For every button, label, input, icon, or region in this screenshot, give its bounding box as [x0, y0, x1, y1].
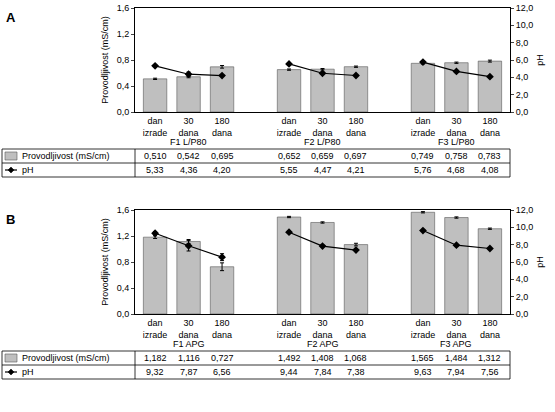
svg-text:2,0: 2,0 — [516, 90, 529, 100]
svg-text:pH: pH — [535, 54, 545, 66]
svg-text:0,4: 0,4 — [117, 81, 130, 91]
svg-text:30dana: 30dana — [312, 116, 332, 138]
svg-text:danizrade: danizrade — [143, 318, 168, 340]
svg-text:1,565: 1,565 — [411, 353, 434, 363]
svg-text:pH: pH — [22, 165, 34, 175]
svg-text:A: A — [6, 10, 16, 25]
svg-text:4,0: 4,0 — [516, 274, 529, 284]
svg-text:180dana: 180dana — [480, 318, 500, 340]
svg-text:4,08: 4,08 — [481, 165, 499, 175]
svg-text:danizrade: danizrade — [411, 116, 436, 138]
svg-text:0,0: 0,0 — [117, 309, 130, 319]
svg-text:6,0: 6,0 — [516, 55, 529, 65]
svg-text:7,38: 7,38 — [347, 367, 365, 377]
svg-text:0,8: 0,8 — [117, 55, 130, 65]
svg-text:30dana: 30dana — [179, 318, 199, 340]
svg-text:30dana: 30dana — [179, 116, 199, 138]
svg-text:danizrade: danizrade — [277, 318, 302, 340]
svg-text:5,55: 5,55 — [280, 165, 298, 175]
svg-text:0,510: 0,510 — [144, 151, 167, 161]
svg-text:danizrade: danizrade — [143, 116, 168, 138]
svg-text:Provodljivost (mS/cm): Provodljivost (mS/cm) — [100, 218, 110, 306]
svg-text:F2 L/P80: F2 L/P80 — [304, 137, 341, 147]
svg-text:1,408: 1,408 — [311, 353, 334, 363]
svg-text:1,484: 1,484 — [445, 353, 468, 363]
svg-text:0,695: 0,695 — [211, 151, 234, 161]
svg-text:30dana: 30dana — [446, 318, 466, 340]
svg-text:9,32: 9,32 — [146, 367, 164, 377]
svg-text:1,2: 1,2 — [117, 231, 130, 241]
svg-text:8,0: 8,0 — [516, 240, 529, 250]
svg-text:5,33: 5,33 — [146, 165, 164, 175]
svg-text:0,783: 0,783 — [478, 151, 501, 161]
svg-text:0,758: 0,758 — [445, 151, 468, 161]
svg-text:4,21: 4,21 — [347, 165, 365, 175]
svg-text:0,0: 0,0 — [117, 107, 130, 117]
svg-text:6,0: 6,0 — [516, 257, 529, 267]
svg-text:4,47: 4,47 — [314, 165, 332, 175]
svg-text:5,76: 5,76 — [414, 165, 432, 175]
svg-text:Provodljivost (mS/cm): Provodljivost (mS/cm) — [22, 353, 110, 363]
svg-text:0,542: 0,542 — [177, 151, 200, 161]
svg-text:8,0: 8,0 — [516, 38, 529, 48]
svg-text:pH: pH — [535, 256, 545, 268]
svg-text:2,0: 2,0 — [516, 292, 529, 302]
svg-text:10,0: 10,0 — [516, 20, 534, 30]
svg-text:9,63: 9,63 — [414, 367, 432, 377]
svg-text:F1 APG: F1 APG — [173, 339, 205, 349]
svg-text:1,312: 1,312 — [478, 353, 501, 363]
svg-text:danizrade: danizrade — [277, 116, 302, 138]
svg-text:12,0: 12,0 — [516, 205, 534, 215]
svg-text:4,0: 4,0 — [516, 72, 529, 82]
svg-text:0,659: 0,659 — [311, 151, 334, 161]
svg-text:0,727: 0,727 — [211, 353, 234, 363]
svg-text:1,068: 1,068 — [344, 353, 367, 363]
svg-text:1,182: 1,182 — [144, 353, 167, 363]
svg-text:F2 APG: F2 APG — [307, 339, 339, 349]
svg-text:0,652: 0,652 — [278, 151, 301, 161]
svg-text:0,8: 0,8 — [117, 257, 130, 267]
svg-text:0,697: 0,697 — [344, 151, 367, 161]
svg-text:180dana: 180dana — [212, 116, 232, 138]
svg-text:7,87: 7,87 — [180, 367, 198, 377]
svg-text:6,56: 6,56 — [213, 367, 231, 377]
svg-text:1,6: 1,6 — [117, 205, 130, 215]
svg-text:4,68: 4,68 — [447, 165, 465, 175]
svg-text:F1 L/P80: F1 L/P80 — [170, 137, 207, 147]
svg-text:Provodljivost (mS/cm): Provodljivost (mS/cm) — [22, 151, 110, 161]
svg-text:7,84: 7,84 — [314, 367, 332, 377]
svg-text:180dana: 180dana — [346, 318, 366, 340]
svg-text:7,56: 7,56 — [481, 367, 499, 377]
svg-text:10,0: 10,0 — [516, 222, 534, 232]
svg-text:30dana: 30dana — [312, 318, 332, 340]
svg-text:Provodljivost (mS/cm): Provodljivost (mS/cm) — [100, 16, 110, 104]
svg-text:180dana: 180dana — [480, 116, 500, 138]
svg-text:F3 L/P80: F3 L/P80 — [438, 137, 475, 147]
svg-text:0,749: 0,749 — [411, 151, 434, 161]
svg-text:pH: pH — [22, 367, 34, 377]
svg-text:1,116: 1,116 — [178, 353, 200, 363]
svg-text:4,20: 4,20 — [213, 165, 231, 175]
svg-text:0,4: 0,4 — [117, 283, 130, 293]
svg-text:danizrade: danizrade — [411, 318, 436, 340]
svg-text:30dana: 30dana — [446, 116, 466, 138]
svg-text:12,0: 12,0 — [516, 3, 534, 13]
svg-text:F3 APG: F3 APG — [440, 339, 472, 349]
svg-text:180dana: 180dana — [346, 116, 366, 138]
svg-text:B: B — [6, 212, 15, 227]
svg-text:0,0: 0,0 — [516, 107, 529, 117]
svg-text:9,44: 9,44 — [280, 367, 298, 377]
svg-text:180dana: 180dana — [212, 318, 232, 340]
svg-text:7,94: 7,94 — [447, 367, 465, 377]
svg-text:4,36: 4,36 — [180, 165, 198, 175]
svg-text:1,2: 1,2 — [117, 29, 130, 39]
svg-text:1,492: 1,492 — [278, 353, 301, 363]
svg-text:0,0: 0,0 — [516, 309, 529, 319]
svg-text:1,6: 1,6 — [117, 3, 130, 13]
